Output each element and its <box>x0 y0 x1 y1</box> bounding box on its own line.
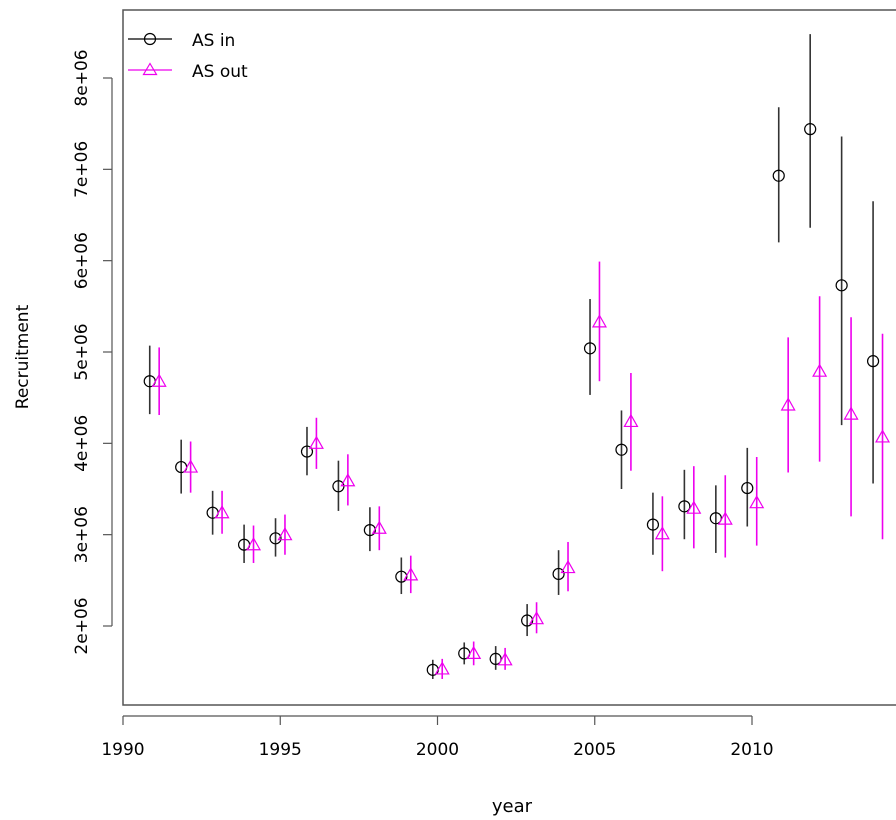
point-as-out <box>371 520 387 534</box>
y-tick-label: 2e+06 <box>72 597 92 654</box>
point-as-out <box>874 429 891 443</box>
x-axis: 1990 1995 2000 2005 2010 <box>101 715 774 760</box>
y-tick-label: 6e+06 <box>72 232 92 289</box>
point-as-out <box>717 511 733 525</box>
point-as-in <box>741 481 754 495</box>
point-as-out <box>560 559 576 574</box>
point-as-out <box>245 536 262 551</box>
series-layer <box>143 34 891 679</box>
point-as-out <box>434 661 450 675</box>
series-as-out <box>151 261 891 679</box>
point-as-out <box>466 645 482 660</box>
point-as-out <box>151 373 167 387</box>
legend-label-as-out: AS out <box>192 62 248 82</box>
legend-label-as-in: AS in <box>192 31 235 51</box>
point-as-in <box>300 445 314 458</box>
point-as-in <box>552 567 565 581</box>
point-as-out <box>497 652 513 666</box>
x-tick-label: 1995 <box>259 740 302 760</box>
y-tick-label: 5e+06 <box>72 323 92 380</box>
plot-frame <box>122 9 896 706</box>
legend-marker-as-in <box>143 32 157 46</box>
point-as-out <box>214 505 230 519</box>
point-as-out <box>340 473 356 487</box>
point-as-in <box>772 169 785 182</box>
point-as-in <box>363 523 376 537</box>
x-tick-label: 2000 <box>416 740 459 760</box>
point-as-in <box>521 614 534 627</box>
point-as-in <box>709 512 722 525</box>
point-as-out <box>623 413 639 428</box>
point-as-in <box>489 652 502 665</box>
point-as-out <box>812 363 828 377</box>
y-tick-label: 3e+06 <box>72 506 92 563</box>
y-tick-label: 8e+06 <box>72 49 92 106</box>
x-tick-label: 1990 <box>101 740 144 760</box>
x-axis-label: year <box>492 796 533 817</box>
point-as-out <box>308 435 324 449</box>
legend-marker-as-out <box>142 62 158 76</box>
point-as-out <box>749 494 765 509</box>
point-as-in <box>866 355 880 368</box>
point-as-out <box>654 526 670 540</box>
point-as-in <box>583 342 597 355</box>
point-as-in <box>835 279 848 292</box>
point-as-in <box>395 570 408 583</box>
point-as-in <box>646 518 660 531</box>
point-as-out <box>277 526 293 541</box>
point-as-in <box>804 123 817 136</box>
point-as-out <box>780 397 796 411</box>
point-as-out <box>591 314 607 328</box>
point-as-in <box>615 443 628 456</box>
x-tick-label: 2005 <box>573 740 616 760</box>
legend: AS in AS out <box>128 31 248 82</box>
y-tick-label: 4e+06 <box>72 415 92 472</box>
series-as-in <box>143 34 880 679</box>
point-as-out <box>403 567 419 581</box>
point-as-out <box>686 500 702 514</box>
point-as-out <box>529 610 545 625</box>
point-as-out <box>843 406 859 420</box>
y-axis: 2e+06 3e+06 4e+06 5e+06 6e+06 7e+06 8e+06 <box>72 49 113 655</box>
y-axis-label: Recruitment <box>13 304 33 409</box>
point-as-out <box>183 459 199 473</box>
point-as-in <box>678 500 691 513</box>
x-tick-label: 2010 <box>730 740 773 760</box>
point-as-in <box>269 532 282 545</box>
y-tick-label: 7e+06 <box>72 141 92 198</box>
